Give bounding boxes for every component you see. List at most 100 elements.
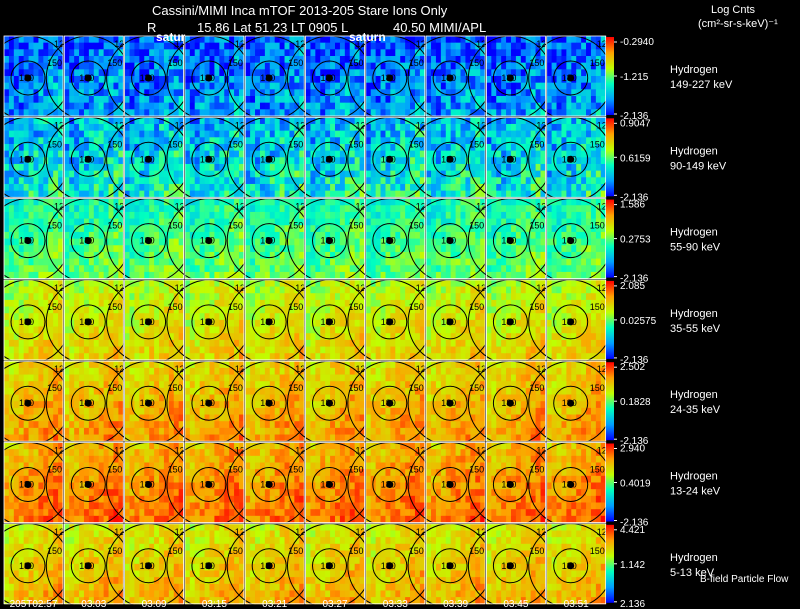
heatmap-cell [450,49,456,57]
heatmap-cell [98,218,105,226]
heatmap-cell [13,293,20,301]
heatmap-cell [440,150,447,158]
heatmap-cell [118,211,124,219]
heatmap-cell [450,102,456,110]
heatmap-cell [590,102,597,110]
heatmap-cell [299,102,305,110]
heatmap-cell [375,271,381,279]
heatmap-cell [129,42,135,50]
heatmap-cell [83,150,90,158]
heatmap-cell [486,177,492,185]
heatmap-cell [465,251,471,259]
heatmap-cell [335,49,341,57]
heatmap-cell [134,299,140,307]
heatmap-cell [259,62,266,70]
heatmap-cell [486,183,492,192]
heatmap-cell [209,62,215,70]
heatmap-cell [410,157,416,165]
heatmap-cell [219,49,225,57]
heatmap-cell [501,271,507,279]
heatmap-cell [400,130,406,138]
heatmap-cell [405,251,411,259]
heatmap-cell [470,163,476,172]
heatmap-cell [530,163,536,172]
heatmap-cell [465,49,471,57]
heatmap-cell [48,333,54,341]
heatmap-cell [431,123,437,132]
heatmap-cell [118,130,124,138]
heatmap-cell [18,306,25,314]
heatmap-cell [238,69,245,77]
contour-label-150: 150 [349,58,364,68]
heatmap-cell [189,137,196,145]
heatmap-cell [74,130,80,138]
heatmap-cell [53,69,59,77]
heatmap-cell [255,251,261,259]
contour-label-120: 120 [54,283,69,293]
heatmap-cell [344,96,351,104]
heatmap-cell [269,143,276,152]
heatmap-cell [79,177,85,185]
heatmap-cell [163,123,170,132]
heatmap-cell [590,117,597,125]
heatmap-cell [199,225,205,233]
heatmap-cell [38,36,44,44]
heatmap-cell [546,225,553,233]
heatmap-cell [390,245,396,253]
heatmap-cell [390,251,396,259]
heatmap-cell [325,36,331,44]
heatmap-cell [250,245,256,253]
heatmap-cell [475,130,481,138]
heatmap-cell [375,218,381,226]
heatmap-cell [435,225,442,233]
heatmap-cell [586,245,592,253]
heatmap-cell [53,333,59,341]
heatmap-cell [365,69,372,77]
heatmap-cell [380,76,386,84]
heatmap-cell [400,170,406,178]
heatmap-cell [255,56,261,64]
heatmap-cell [414,150,421,158]
heatmap-cell [556,265,562,273]
heatmap-cell [576,117,582,125]
heatmap-cell [214,238,220,246]
heatmap-cell [289,225,295,233]
heatmap-cell [330,42,336,50]
heatmap-cell [224,82,230,90]
heatmap-cell [18,198,25,206]
heatmap-cell [23,265,29,273]
heatmap-cell [103,346,109,354]
heatmap-cell [139,163,145,172]
heatmap-cell [33,157,39,165]
heatmap-cell [124,177,130,185]
heatmap-cell [315,56,321,64]
heatmap-cell [581,62,587,70]
heatmap-cell [305,36,311,44]
heatmap-cell [4,117,10,125]
heatmap-cell [204,225,210,233]
heatmap-cell [234,251,240,259]
heatmap-cell [28,130,34,138]
heatmap-cell [93,190,100,198]
heatmap-cell [491,137,497,145]
heatmap-cell [590,238,597,246]
heatmap-cell [48,49,54,57]
heatmap-cell [305,198,311,206]
heatmap-cell [370,265,377,273]
heatmap-cell [18,163,25,172]
heatmap-cell [445,49,452,57]
heatmap-cell [359,62,365,70]
heatmap-cell [460,205,466,213]
heatmap-cell [546,231,553,239]
heatmap-cell [576,56,582,64]
heatmap-cell [475,231,481,239]
heatmap-cell [178,96,184,104]
heatmap-cell [390,143,396,152]
heatmap-cell [139,109,145,117]
heatmap-cell [395,258,401,266]
heatmap-cell [204,62,210,70]
heatmap-cell [168,42,175,50]
heatmap-cell [279,36,285,44]
heatmap-cell [530,205,536,213]
heatmap-cell [43,137,49,145]
